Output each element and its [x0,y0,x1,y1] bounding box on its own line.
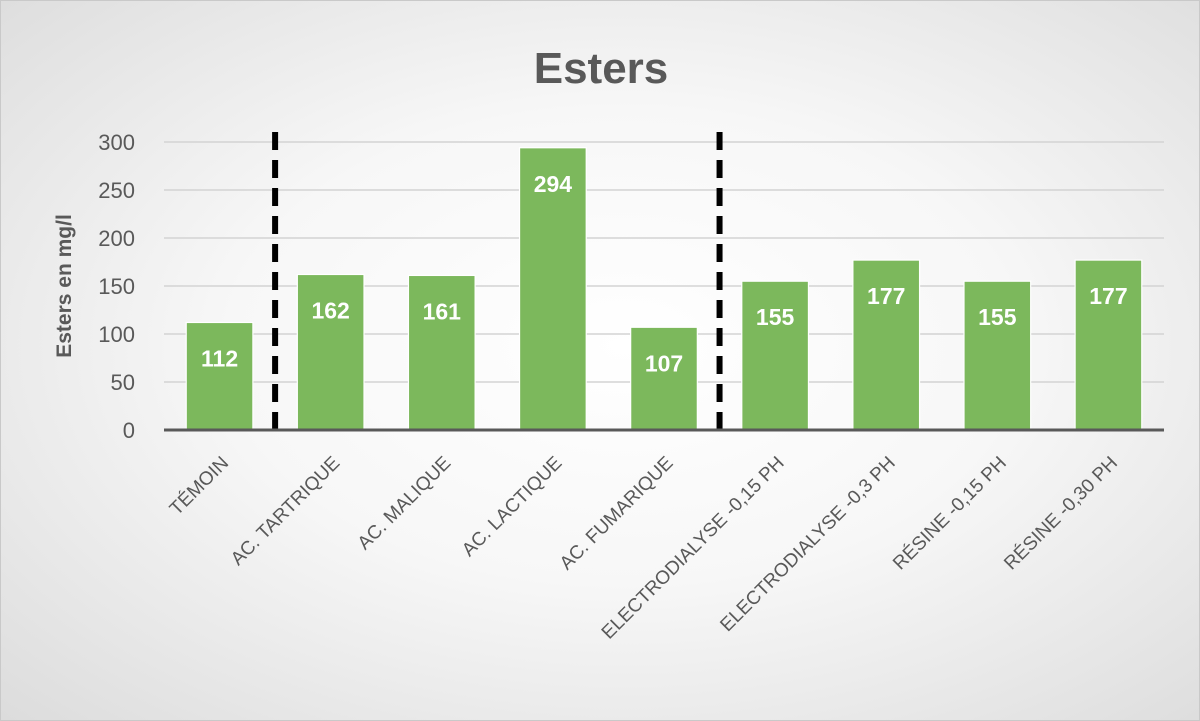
y-tick-label: 150 [98,274,135,299]
x-tick-label: AC. FUMARIQUE [556,453,678,575]
bar [852,259,921,431]
bar [185,321,254,431]
y-tick-label: 50 [111,370,135,395]
bar [518,147,587,431]
data-label: 177 [867,283,905,309]
x-tick-label: ELECTRODIALYSE -0,15 PH [598,453,789,644]
data-label: 177 [1089,283,1127,309]
data-label: 161 [423,298,462,324]
y-tick-label: 0 [123,418,135,443]
data-label: 294 [534,171,573,197]
x-tick-label: TÉMOIN [166,453,233,520]
y-axis-title: Esters en mg/l [53,214,76,358]
x-tick-label: RÉSINE -0,30 PH [1000,453,1122,575]
x-tick-label: AC. MALIQUE [354,453,455,554]
bar [407,274,476,431]
data-label: 107 [645,350,683,376]
bar [963,280,1032,431]
bars: 112 162 161 294 107 155 177 155 177 [185,147,1143,431]
y-tick-labels: 0 50 100 150 200 250 300 [98,130,135,443]
group-separators [272,132,723,436]
y-tick-label: 200 [98,226,135,251]
data-label: 162 [311,297,349,323]
y-tick-label: 250 [98,178,135,203]
data-label: 155 [978,304,1017,330]
x-tick-label: AC. TARTRIQUE [227,453,344,570]
data-label: 155 [756,304,795,330]
data-label: 112 [201,345,238,371]
chart-title: Esters [534,44,669,93]
bar [1074,259,1143,431]
y-tick-label: 100 [98,322,135,347]
bar [630,326,698,431]
y-tick-label: 300 [98,130,135,155]
x-tick-label: ELECTRODIALYSE -0,3 PH [716,453,899,636]
x-tick-label: AC. LACTIQUE [458,453,566,561]
x-tick-label: RÉSINE -0,15 PH [889,453,1011,575]
